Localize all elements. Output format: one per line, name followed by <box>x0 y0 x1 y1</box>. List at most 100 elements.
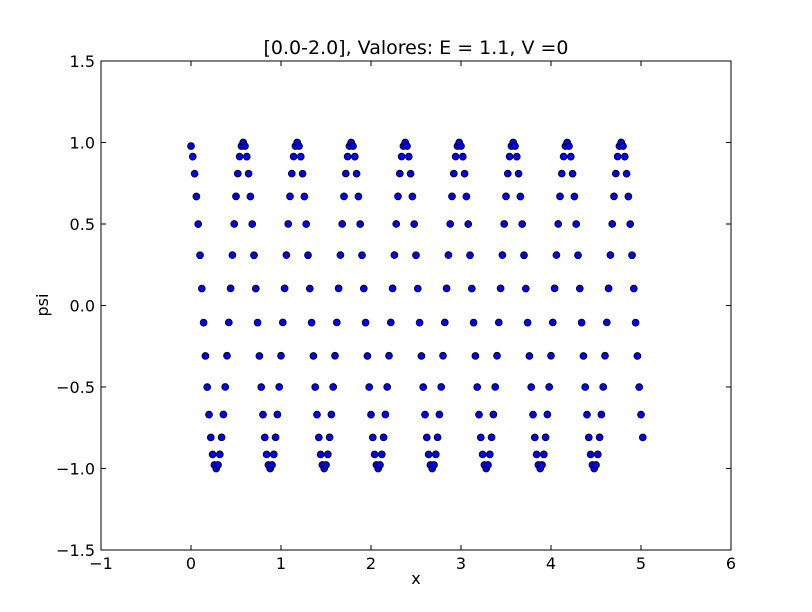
scatter-point <box>370 450 379 459</box>
scatter-point <box>473 383 482 391</box>
scatter-point <box>568 169 577 178</box>
scatter-point <box>511 142 519 150</box>
scatter-point <box>395 169 404 178</box>
scatter-point <box>478 450 487 459</box>
scatter-point <box>595 433 604 442</box>
scatter-point <box>460 169 469 178</box>
scatter-point <box>593 450 602 459</box>
scatter-point <box>430 461 438 469</box>
scatter-point <box>248 220 257 228</box>
scatter-point <box>365 383 374 391</box>
scatter-point <box>217 433 226 442</box>
x-tick-label: 2 <box>366 554 376 573</box>
scatter-point <box>419 383 428 391</box>
scatter-point <box>557 169 566 178</box>
scatter-point <box>206 433 215 442</box>
scatter-point <box>190 169 199 178</box>
scatter-point <box>635 383 644 391</box>
scatter-point <box>336 251 345 259</box>
y-tick-label: 1.0 <box>70 134 95 153</box>
scatter-point <box>417 352 426 360</box>
x-tick-label: 4 <box>546 554 556 573</box>
scatter-point <box>298 169 307 178</box>
scatter-point <box>188 152 197 161</box>
y-axis-label: psi <box>33 294 52 317</box>
scatter-point <box>547 351 555 360</box>
scatter-point <box>295 142 303 150</box>
scatter-point <box>379 433 388 442</box>
scatter-point <box>516 192 525 201</box>
scatter-point <box>543 410 552 419</box>
scatter-point <box>367 410 375 419</box>
scatter-point <box>329 383 338 391</box>
scatter-point <box>394 192 402 201</box>
scatter-point <box>197 284 206 293</box>
scatter-point <box>242 152 251 161</box>
scatter-point <box>277 351 285 360</box>
scatter-point <box>548 318 557 327</box>
scatter-point <box>262 450 271 459</box>
scatter-point <box>246 192 255 201</box>
chart-title: [0.0-2.0], Valores: E = 1.1, V =0 <box>263 37 568 59</box>
y-tick-label: 1.5 <box>70 52 95 71</box>
scatter-point <box>464 220 473 228</box>
scatter-point <box>628 251 636 260</box>
scatter-point <box>457 142 465 150</box>
scatter-point <box>313 410 321 419</box>
scatter-point <box>502 192 510 201</box>
scatter-point <box>356 220 365 228</box>
scatter-point <box>525 352 534 360</box>
scatter-point <box>422 433 431 442</box>
scatter-point <box>574 251 582 260</box>
scatter-point <box>538 461 546 469</box>
scatter-point <box>368 433 377 442</box>
scatter-point <box>383 383 392 391</box>
scatter-point <box>532 450 541 459</box>
scatter-point <box>228 251 237 259</box>
axes: −1 0 1 2 3 4 5 6 −1.5 −1.0 −0.5 0.0 0.5 1.0 1.5 <box>56 52 736 573</box>
scatter-point <box>491 383 500 391</box>
scatter-point <box>232 192 240 201</box>
scatter-point <box>467 284 476 293</box>
scatter-point <box>442 284 451 293</box>
scatter-point <box>187 142 195 150</box>
scatter-point <box>268 461 276 469</box>
scatter-point <box>376 461 384 469</box>
scatter-point <box>311 383 320 391</box>
scatter-point <box>194 220 203 228</box>
scatter-point <box>498 251 507 259</box>
scatter-point <box>518 220 527 228</box>
scatter-point <box>296 152 305 161</box>
scatter-point <box>629 284 638 293</box>
scatter-point <box>424 450 433 459</box>
scatter-point <box>449 169 458 178</box>
scatter-point <box>203 383 212 391</box>
scatter-point <box>412 251 420 260</box>
scatter-point <box>275 383 284 391</box>
scatter-point <box>624 192 633 201</box>
scatter-point <box>381 410 390 419</box>
scatter-point <box>597 410 606 419</box>
scatter-point <box>219 410 228 419</box>
scatter-point <box>529 410 537 419</box>
scatter-point <box>192 192 201 201</box>
scatter-point <box>514 169 523 178</box>
scatter-point <box>487 433 496 442</box>
scatter-point <box>257 383 266 391</box>
scatter-point <box>622 169 631 178</box>
scatter-point <box>208 450 217 459</box>
scatter-point <box>433 433 442 442</box>
scatter-point <box>530 433 539 442</box>
scatter-point <box>354 192 363 201</box>
scatter-point <box>359 284 368 293</box>
scatter-point <box>494 318 503 327</box>
scatter-point <box>278 318 287 327</box>
scatter-point <box>287 169 296 178</box>
scatter-point <box>289 152 298 161</box>
scatter-point <box>390 251 399 259</box>
scatter-point <box>415 318 424 327</box>
x-axis-label: x <box>411 569 420 588</box>
scatter-point <box>196 251 204 260</box>
